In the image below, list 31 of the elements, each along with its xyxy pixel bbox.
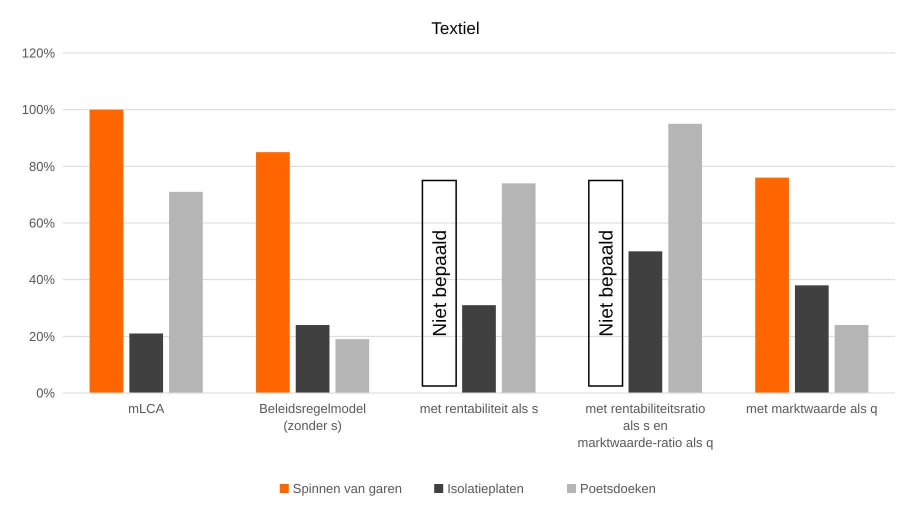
bar: [90, 110, 124, 393]
y-tick-label: 120%: [22, 46, 56, 61]
bar: [755, 178, 789, 393]
y-tick-label: 40%: [28, 272, 56, 288]
bar: [834, 325, 868, 393]
y-tick-label: 100%: [22, 102, 56, 118]
x-tick-label: met rentabiliteitsratio als s en marktwaarde-ratio als q: [577, 401, 714, 450]
bar: [502, 183, 536, 393]
x-tick-label: met marktwaarde als q: [746, 401, 878, 416]
bar: [296, 325, 330, 393]
chart-title: Textiel: [431, 19, 480, 38]
bar: [129, 334, 164, 393]
bar: [668, 124, 702, 393]
bar: [256, 152, 290, 393]
y-tick-label: 0%: [36, 386, 56, 401]
legend-label: Poetsdoeken: [580, 481, 656, 496]
bar: [335, 339, 370, 393]
legend-label: Isolatieplaten: [447, 481, 524, 496]
bar: [628, 251, 662, 393]
annotation: Niet bepaald: [430, 230, 451, 337]
annotation: Niet bepaald: [596, 230, 618, 337]
bar: [462, 305, 496, 393]
bar: [169, 192, 203, 393]
legend-label: Spinnen van garen: [292, 481, 402, 496]
y-tick-label: 60%: [28, 216, 56, 231]
y-tick-label: 80%: [28, 158, 56, 174]
x-tick-label: mLCA: [128, 401, 165, 416]
y-tick-label: 20%: [28, 328, 56, 344]
x-tick-label: Beleidsregelmodel (zonder s): [259, 401, 366, 433]
bar: [794, 285, 829, 393]
x-tick-label: met rentabiliteit als s: [420, 401, 539, 416]
